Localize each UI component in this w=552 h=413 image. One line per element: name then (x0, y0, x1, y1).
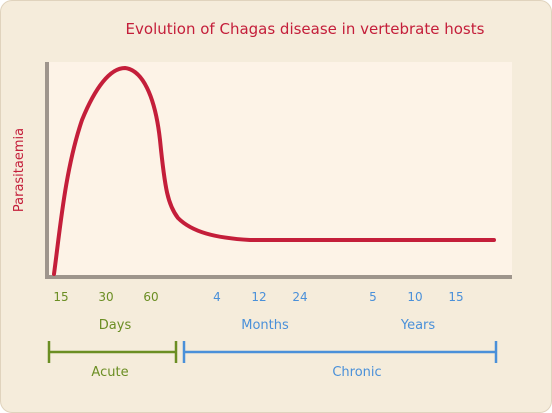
parasitaemia-curve (52, 66, 496, 276)
unit-years: Years (400, 318, 436, 333)
tick-day-15: 15 (53, 290, 69, 304)
unit-days: Days (98, 318, 132, 333)
unit-months: Months (241, 318, 289, 333)
phase-chronic-label: Chronic (332, 365, 382, 380)
tick-year-15: 15 (448, 290, 464, 304)
tick-day-30: 30 (98, 290, 114, 304)
tick-day-60: 60 (143, 290, 159, 304)
tick-month-24: 24 (292, 290, 308, 304)
phase-acute-label: Acute (91, 365, 129, 380)
acute-bracket (47, 341, 178, 363)
diagram-title: Evolution of Chagas disease in vertebrat… (125, 20, 485, 38)
plot-area (49, 62, 512, 278)
chronic-bracket (182, 341, 498, 363)
tick-year-10: 10 (407, 290, 423, 304)
tick-month-4: 4 (213, 290, 221, 304)
tick-year-5: 5 (369, 290, 377, 304)
tick-month-12: 12 (251, 290, 267, 304)
